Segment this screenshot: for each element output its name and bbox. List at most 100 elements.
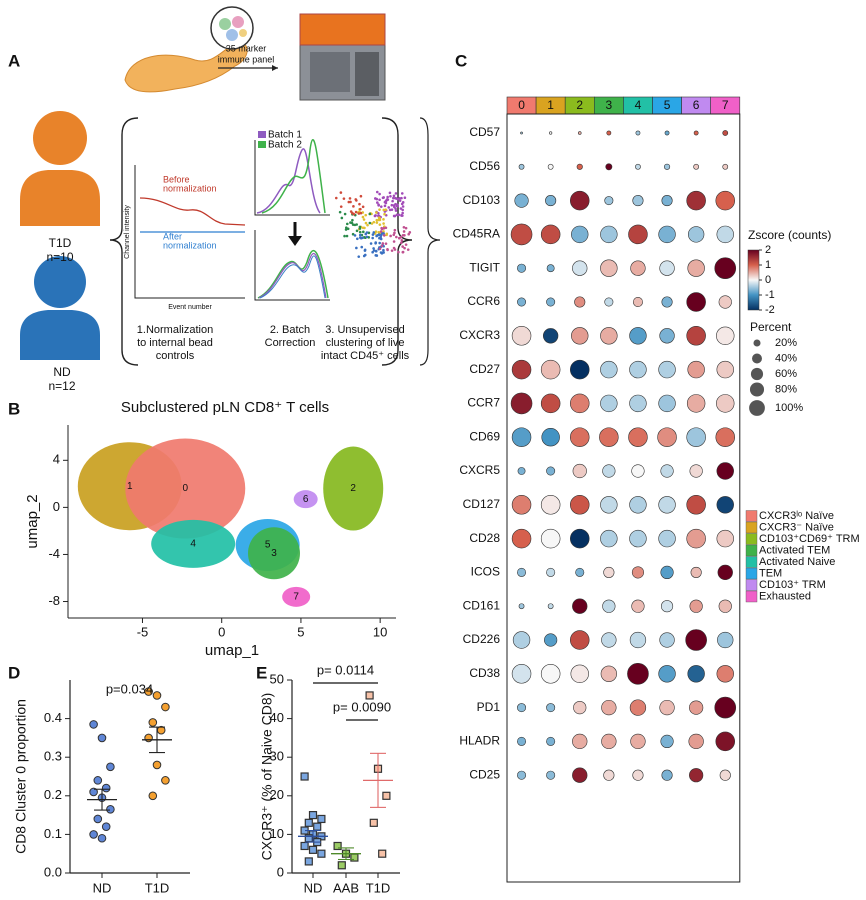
p-value: p= 0.0090	[333, 699, 391, 714]
cluster-label: 4	[190, 539, 196, 550]
batch-label: Batch 1	[268, 130, 302, 141]
y-tick-label: 0.4	[44, 710, 62, 725]
data-point	[89, 787, 98, 797]
umap-dot	[349, 210, 353, 213]
x-tick-label: 0	[218, 624, 225, 639]
row-label: CD38	[469, 666, 500, 680]
umap-dot	[355, 229, 359, 233]
umap-dot	[381, 196, 385, 200]
umap-dot	[389, 195, 392, 198]
dot	[573, 700, 587, 715]
umap-dot	[359, 207, 362, 211]
dot	[660, 734, 674, 749]
dot	[718, 599, 732, 613]
dot	[686, 495, 706, 515]
umap-dot	[358, 236, 362, 239]
dot	[693, 163, 700, 170]
umap-dot	[372, 220, 376, 224]
dot	[544, 633, 558, 647]
group-n: n=10	[46, 250, 73, 264]
before-label: normalization	[163, 183, 217, 193]
data-point	[106, 805, 115, 814]
dot	[572, 260, 588, 276]
dot	[717, 564, 733, 581]
umap-dot	[360, 245, 364, 249]
dot	[660, 600, 674, 613]
umap-dot	[386, 195, 389, 199]
size-legend-label: 20%	[775, 337, 797, 349]
dot	[605, 163, 613, 171]
umap-dot	[377, 233, 381, 237]
data-point	[333, 841, 342, 851]
dot	[686, 394, 706, 413]
dot	[600, 360, 618, 379]
cluster-label: 5	[265, 540, 271, 551]
row-label: ICOS	[471, 565, 500, 579]
legend-label: Activated Naive	[759, 556, 835, 568]
dot	[628, 224, 648, 245]
umap-dot	[374, 214, 377, 217]
umap-dot	[379, 235, 383, 239]
dot	[604, 196, 614, 206]
colorbar-tick-label: 1	[765, 259, 771, 271]
umap-dot	[379, 205, 383, 208]
umap-dot	[388, 191, 392, 195]
dot	[543, 328, 559, 344]
umap-dot	[404, 243, 408, 246]
row-label: CD69	[469, 429, 500, 443]
umap-dot	[384, 208, 388, 211]
umap-dot	[393, 248, 397, 251]
step-label: 1.Normalization	[137, 324, 213, 336]
umap-dot	[375, 211, 378, 214]
axis	[254, 140, 330, 216]
umap-dot	[371, 250, 374, 254]
umap-dot	[382, 227, 386, 230]
row-label: CD45RA	[453, 227, 500, 241]
data-point	[304, 818, 313, 827]
dot	[632, 297, 643, 307]
row-label: TIGIT	[469, 260, 500, 274]
dot	[663, 163, 671, 170]
dot	[540, 664, 561, 684]
umap-dot	[367, 231, 371, 235]
dot	[520, 131, 523, 135]
data-point	[378, 849, 387, 858]
size-legend-dot	[749, 400, 765, 416]
dot	[546, 466, 556, 476]
umap-dot	[375, 218, 379, 222]
umap-dot	[374, 241, 378, 244]
row-label: CD27	[469, 362, 500, 376]
data-point	[101, 822, 111, 831]
dot	[576, 163, 583, 170]
dot	[603, 769, 615, 781]
umap-dot	[358, 227, 362, 230]
x-tick-label: AAB	[333, 880, 359, 895]
dot	[511, 326, 532, 346]
axis	[134, 165, 245, 299]
data-point	[317, 814, 326, 824]
panel-label: D	[8, 663, 20, 682]
row-label: CD28	[469, 531, 500, 545]
umap-dot	[368, 212, 372, 216]
cluster-header-label: 2	[576, 98, 583, 112]
size-legend-label: 80%	[775, 383, 797, 395]
cluster-cloud	[293, 490, 318, 509]
row-label: PD1	[477, 700, 501, 714]
umap-dot	[357, 255, 361, 258]
panel-label: C	[455, 51, 467, 70]
dot	[569, 495, 590, 515]
legend-swatch	[745, 556, 758, 568]
umap-dot	[378, 198, 381, 202]
umap-dot	[394, 196, 397, 200]
umap-dot	[387, 206, 391, 209]
cluster-header-label: 7	[722, 98, 729, 112]
dot	[631, 599, 645, 613]
umap-dot	[399, 207, 403, 210]
umap-dot	[354, 210, 358, 214]
dot	[631, 464, 645, 478]
umap-dot	[394, 209, 398, 212]
row-label: CD25	[469, 767, 500, 781]
umap-dot	[401, 201, 405, 204]
cluster-cloud	[151, 519, 236, 568]
dot	[540, 393, 561, 414]
